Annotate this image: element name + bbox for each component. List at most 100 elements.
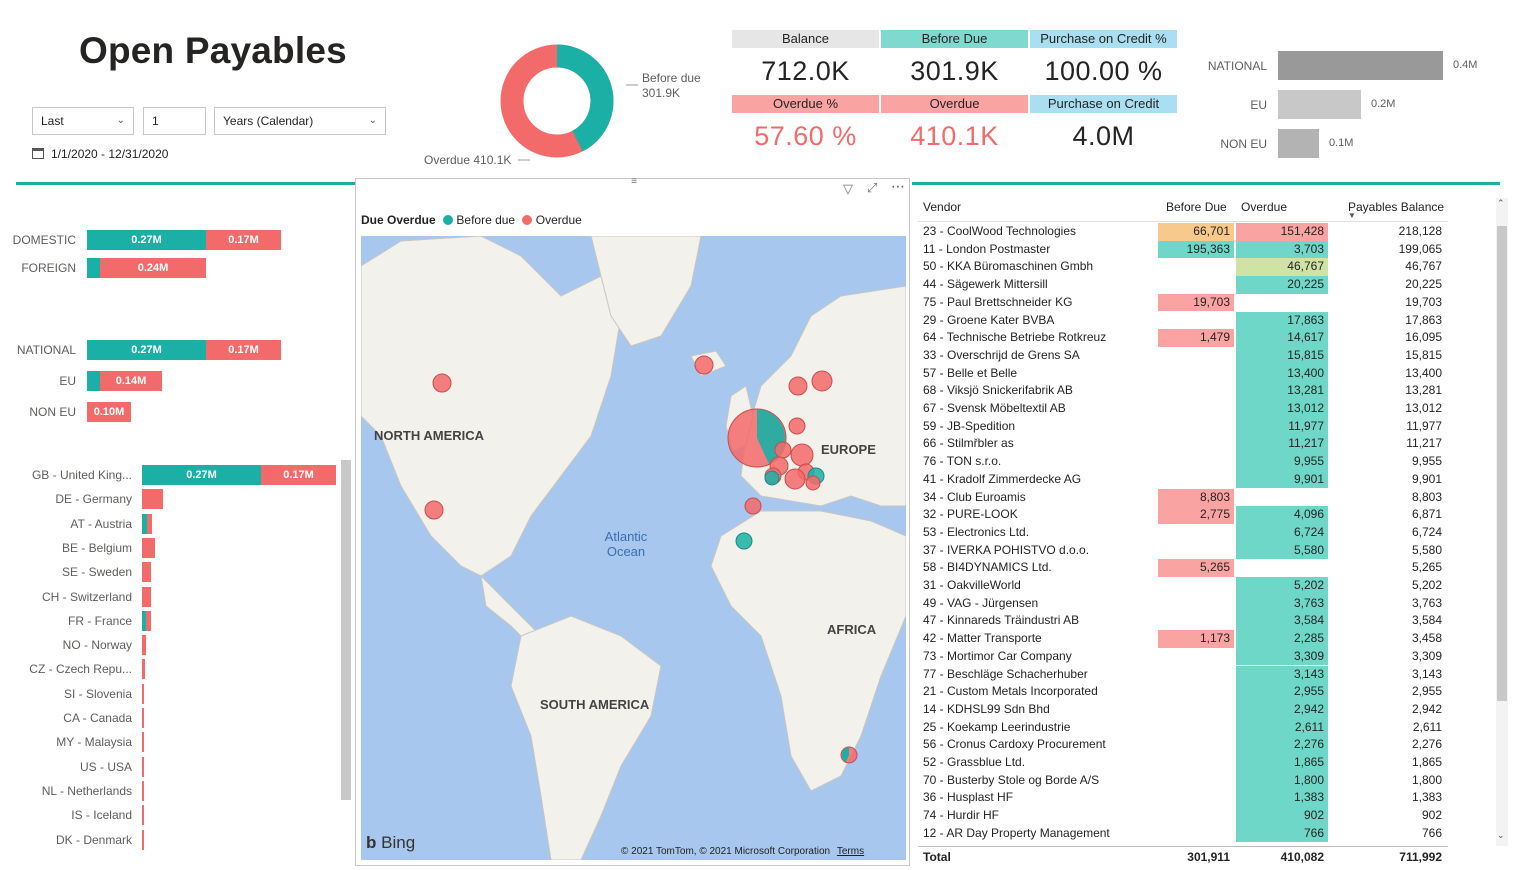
bubble-netherlands[interactable]	[774, 441, 792, 459]
bar-before-due[interactable]	[87, 371, 100, 391]
table-row[interactable]: 37 - IVERKA POHISTVO d.o.o. 5,580 5,580	[918, 541, 1448, 560]
table-row[interactable]: 70 - Busterby Stole og Borde A/S 1,800 1,8…	[918, 771, 1448, 790]
bar-overdue[interactable]	[142, 635, 146, 656]
bubble-france-before[interactable]	[764, 470, 780, 486]
region-bar-chart[interactable]: NATIONAL 0.4M EU 0.2M NON EU 0.1M	[1190, 45, 1510, 165]
bubble-sweden[interactable]	[811, 370, 833, 392]
table-row[interactable]: 31 - OakvilleWorld 5,202 5,202	[918, 577, 1448, 595]
table-row[interactable]: 68 - Viksjö Snickerifabrik AB 13,281 13,28…	[918, 382, 1448, 400]
table-row[interactable]: 21 - Custom Metals Incorporated 2,955 2,95…	[918, 683, 1448, 701]
bubble-norway[interactable]	[788, 376, 808, 396]
table-row[interactable]: 50 - KKA Büromaschinen Gmbh 46,767 46,767	[918, 258, 1448, 277]
table-scrollbar[interactable]: ⌃ ⌄	[1496, 198, 1508, 846]
bar-overdue[interactable]: 0.10M	[87, 402, 131, 422]
donut-before-due-slice[interactable]	[500, 44, 614, 158]
table-row[interactable]: 49 - VAG - Jürgensen 3,763 3,763	[918, 594, 1448, 613]
unit-dropdown[interactable]: Years (Calendar) ⌄	[214, 107, 386, 135]
region-stacked-chart[interactable]: NATIONAL 0.27M 0.17M EU 0.14M NON EU 0.10M	[0, 340, 340, 435]
bar-overdue[interactable]	[142, 805, 144, 826]
scroll-down-icon[interactable]: ⌄	[1497, 830, 1505, 840]
bar-overdue[interactable]	[142, 562, 151, 583]
table-row[interactable]: 23 - CoolWood Technologies 66,701 151,428 2…	[918, 223, 1448, 241]
table-row[interactable]: 73 - Mortimor Car Company 3,309 3,309	[918, 647, 1448, 666]
more-options-icon[interactable]: ⋯	[891, 178, 905, 194]
period-dropdown[interactable]: Last ⌄	[32, 107, 134, 135]
table-row[interactable]: 32 - PURE-LOOK 2,775 4,096 6,871	[918, 506, 1448, 524]
table-row[interactable]: 44 - Sägewerk Mittersill 20,225 20,225	[918, 276, 1448, 294]
region-bar[interactable]	[1278, 51, 1443, 80]
bar-overdue[interactable]	[142, 756, 144, 777]
drag-handle-icon[interactable]: ≡	[631, 176, 637, 187]
table-row[interactable]: 74 - Hurdir HF 902 902	[918, 807, 1448, 825]
table-row[interactable]: 29 - Groene Kater BVBA 17,863 17,863	[918, 311, 1448, 330]
bar-overdue[interactable]	[142, 489, 163, 510]
bar-overdue[interactable]: 0.17M	[261, 465, 336, 485]
table-row[interactable]: 34 - Club Euroamis 8,803 8,803	[918, 488, 1448, 507]
header-overdue[interactable]: Overdue	[1241, 200, 1288, 214]
bar-before-due[interactable]: 0.27M	[87, 340, 206, 360]
bubble-switzerland[interactable]	[784, 468, 806, 490]
bar-overdue[interactable]	[142, 683, 144, 704]
bar-before-due[interactable]	[142, 610, 146, 631]
map-visual[interactable]: ≡ ▽ ⤢ ⋯ Due Overdue Before due Overdue	[355, 176, 910, 866]
table-row[interactable]: 56 - Cronus Cardoxy Procurement 2,276 2,27…	[918, 736, 1448, 754]
table-row[interactable]: 59 - JB-Spedition 11,977 11,977	[918, 417, 1448, 436]
table-row[interactable]: 47 - Kinnareds Träindustri AB 3,584 3,584	[918, 612, 1448, 631]
bar-overdue[interactable]	[142, 586, 151, 607]
table-row[interactable]: 66 - Stilmřbler as 11,217 11,217	[918, 435, 1448, 454]
bar-overdue[interactable]: 0.17M	[206, 340, 281, 360]
terms-link[interactable]: Terms	[836, 846, 865, 857]
bubble-morocco[interactable]	[735, 532, 753, 550]
bubble-denmark[interactable]	[788, 417, 806, 435]
focus-mode-icon[interactable]: ⤢	[867, 180, 878, 195]
table-row[interactable]: 33 - Overschrijd de Grens SA 15,815 15,815	[918, 346, 1448, 365]
bubble-slovenia[interactable]	[805, 475, 821, 491]
bar-before-due[interactable]	[87, 258, 100, 278]
bar-overdue[interactable]: 0.14M	[100, 371, 162, 391]
header-before-due[interactable]: Before Due	[1166, 200, 1227, 214]
map-bubbles[interactable]	[361, 236, 906, 860]
bar-overdue[interactable]	[142, 780, 144, 801]
count-input[interactable]: 1	[143, 107, 206, 135]
country-bar-chart[interactable]: GB - United King... 0.27M 0.17M DE - German…	[0, 465, 340, 860]
due-donut-chart[interactable]: Before due 301.9K Overdue 410.1K	[420, 30, 730, 175]
table-row[interactable]: 14 - KDHSL99 Sdn Bhd 2,942 2,942	[918, 700, 1448, 719]
table-scrollbar-thumb[interactable]	[1497, 226, 1507, 701]
table-row[interactable]: 76 - TON s.r.o. 9,955 9,955	[918, 453, 1448, 471]
bar-overdue[interactable]	[142, 732, 144, 753]
header-vendor[interactable]: Vendor	[923, 200, 962, 214]
table-row[interactable]: 36 - Husplast HF 1,383 1,383	[918, 789, 1448, 808]
bar-overdue[interactable]: 0.17M	[206, 230, 281, 250]
bubble-iceland[interactable]	[694, 355, 714, 375]
table-row[interactable]: 25 - Koekamp Leerindustrie 2,611 2,611	[918, 718, 1448, 737]
table-row[interactable]: 11 - London Postmaster 195,363 3,703 199,06…	[918, 240, 1448, 259]
table-row[interactable]: 75 - Paul Brettschneider KG 19,703 19,703	[918, 293, 1448, 312]
map-canvas[interactable]: NORTH AMERICA EUROPE AFRICA SOUTH AMERIC…	[361, 236, 906, 860]
country-chart-scrollbar[interactable]	[341, 460, 351, 800]
bar-before-due[interactable]: 0.27M	[142, 465, 261, 485]
header-balance[interactable]: Payables Balance	[1348, 200, 1445, 214]
table-row[interactable]: 53 - Electronics Ltd. 6,724 6,724	[918, 523, 1448, 542]
bar-overdue[interactable]	[147, 513, 152, 534]
bar-overdue[interactable]	[142, 829, 144, 850]
table-row[interactable]: 67 - Svensk Möbeltextil AB 13,012 13,012	[918, 400, 1448, 418]
table-row[interactable]: 57 - Belle et Belle 13,400 13,400	[918, 364, 1448, 383]
region-bar[interactable]	[1278, 90, 1361, 119]
bubble-usa[interactable]	[424, 500, 444, 520]
bar-overdue[interactable]	[142, 659, 145, 680]
bar-before-due[interactable]: 0.27M	[87, 230, 206, 250]
domestic-foreign-chart[interactable]: DOMESTIC 0.27M 0.17M FOREIGN 0.24M	[0, 230, 340, 300]
bar-overdue[interactable]	[142, 537, 155, 558]
table-row[interactable]: 42 - Matter Transporte 1,173 2,285 3,458	[918, 630, 1448, 648]
bar-overdue[interactable]: 0.24M	[100, 258, 206, 278]
table-row[interactable]: 77 - Beschläge Schacherhuber 3,143 3,143	[918, 665, 1448, 684]
table-row[interactable]: 41 - Kradolf Zimmerdecke AG 9,901 9,901	[918, 470, 1448, 489]
scroll-up-icon[interactable]: ⌃	[1497, 198, 1505, 208]
bar-overdue[interactable]	[142, 708, 144, 728]
bubble-germany[interactable]	[790, 443, 814, 467]
region-bar[interactable]	[1278, 129, 1319, 158]
bar-overdue[interactable]	[146, 610, 151, 631]
table-row[interactable]: 52 - Grassblue Ltd. 1,865 1,865	[918, 754, 1448, 772]
filter-icon[interactable]: ▽	[843, 181, 853, 196]
bubble-spain[interactable]	[744, 497, 762, 515]
